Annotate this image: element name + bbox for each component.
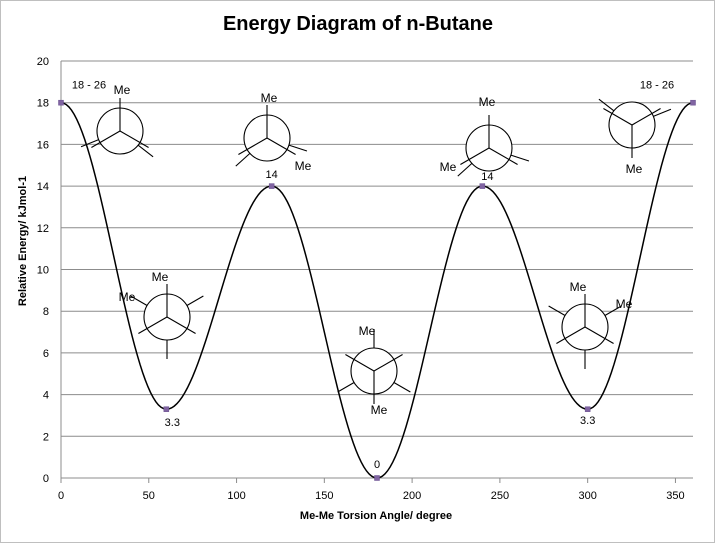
front-bond — [119, 130, 149, 148]
methyl-label: Me — [570, 280, 587, 294]
data-label: 14 — [266, 169, 278, 181]
energy-curve — [60, 101, 694, 479]
y-tick-label: 4 — [43, 390, 49, 402]
front-bond — [631, 108, 661, 126]
marker-layer: 18 - 26 3.3 14 0 14 3.3 18 - 26 — [58, 80, 696, 481]
newman-projection: Me Me — [337, 324, 411, 417]
back-bond — [457, 162, 473, 177]
newman-projection: Me Me — [119, 270, 204, 359]
newman-projection: Me Me — [235, 91, 312, 173]
front-bond — [603, 108, 633, 126]
y-tick-label: 2 — [43, 431, 49, 443]
front-bond — [488, 147, 518, 165]
data-point — [268, 183, 275, 189]
front-bond — [460, 147, 490, 165]
x-tick-label: 300 — [578, 490, 596, 502]
y-tick-label: 0 — [43, 473, 49, 485]
x-tick-label: 150 — [315, 490, 333, 502]
data-label: 18 - 26 — [72, 80, 106, 92]
data-label: 3.3 — [165, 417, 180, 429]
x-axis-label: Me-Me Torsion Angle/ degree — [300, 510, 452, 522]
back-bond — [604, 305, 622, 316]
methyl-label: Me — [371, 403, 388, 417]
methyl-label: Me — [626, 162, 643, 176]
front-bond — [584, 326, 614, 344]
data-point — [163, 406, 170, 412]
y-tick-label: 10 — [37, 265, 49, 277]
back-bond — [337, 382, 355, 393]
front-bond — [138, 316, 168, 334]
x-tick-label: 0 — [58, 490, 64, 502]
data-point — [479, 183, 486, 189]
methyl-label: Me — [119, 290, 136, 304]
methyl-label: Me — [440, 160, 457, 174]
chart-title: Energy Diagram of n-Butane — [223, 13, 493, 35]
back-bond — [653, 108, 672, 117]
data-label: 14 — [481, 171, 493, 183]
methyl-label: Me — [114, 83, 131, 97]
front-bond — [238, 137, 268, 155]
data-label: 0 — [374, 459, 380, 471]
front-bond — [91, 130, 121, 148]
x-tick-label: 100 — [227, 490, 245, 502]
newman-projection: Me — [598, 98, 672, 176]
methyl-label: Me — [295, 159, 312, 173]
back-bond — [548, 305, 566, 316]
back-bond — [598, 98, 615, 112]
methyl-label: Me — [359, 324, 376, 338]
y-tick-label: 16 — [37, 139, 49, 151]
back-bond — [186, 295, 204, 306]
methyl-label: Me — [479, 95, 496, 109]
newman-projections: Me Me Me Me Me Me Me Me Me Me Me Me — [80, 83, 672, 417]
data-point — [374, 475, 380, 481]
methyl-label: Me — [152, 270, 169, 284]
y-tick-label: 12 — [37, 223, 49, 235]
y-tick-label: 14 — [37, 181, 49, 193]
y-tick-label: 20 — [37, 56, 49, 68]
x-tick-label: 50 — [143, 490, 155, 502]
newman-projection: Me — [80, 83, 154, 158]
methyl-label: Me — [616, 297, 633, 311]
back-bond — [288, 144, 308, 152]
front-bond — [373, 354, 403, 372]
back-bond — [137, 144, 154, 158]
x-tick-label: 350 — [666, 490, 684, 502]
newman-projection: Me Me — [440, 95, 530, 177]
front-bond — [166, 316, 196, 334]
x-tick-label: 250 — [491, 490, 509, 502]
data-point — [584, 406, 591, 412]
data-label: 3.3 — [580, 415, 595, 427]
newman-projection: Me Me — [548, 280, 633, 369]
x-tick-label: 200 — [403, 490, 421, 502]
data-point — [690, 99, 696, 106]
y-tick-label: 8 — [43, 306, 49, 318]
back-bond — [130, 295, 148, 306]
methyl-label: Me — [261, 91, 278, 105]
front-bond — [345, 354, 375, 372]
back-bond — [235, 152, 251, 167]
front-bond — [556, 326, 586, 344]
y-tick-label: 18 — [37, 98, 49, 110]
y-axis-label: Relative Energy/ kJmol-1 — [17, 176, 29, 306]
back-bond — [80, 139, 99, 148]
data-point — [58, 99, 64, 106]
back-bond — [510, 154, 530, 162]
y-tick-label: 6 — [43, 348, 49, 360]
data-label: 18 - 26 — [640, 80, 674, 92]
back-bond — [393, 382, 411, 393]
front-bond — [266, 137, 296, 155]
